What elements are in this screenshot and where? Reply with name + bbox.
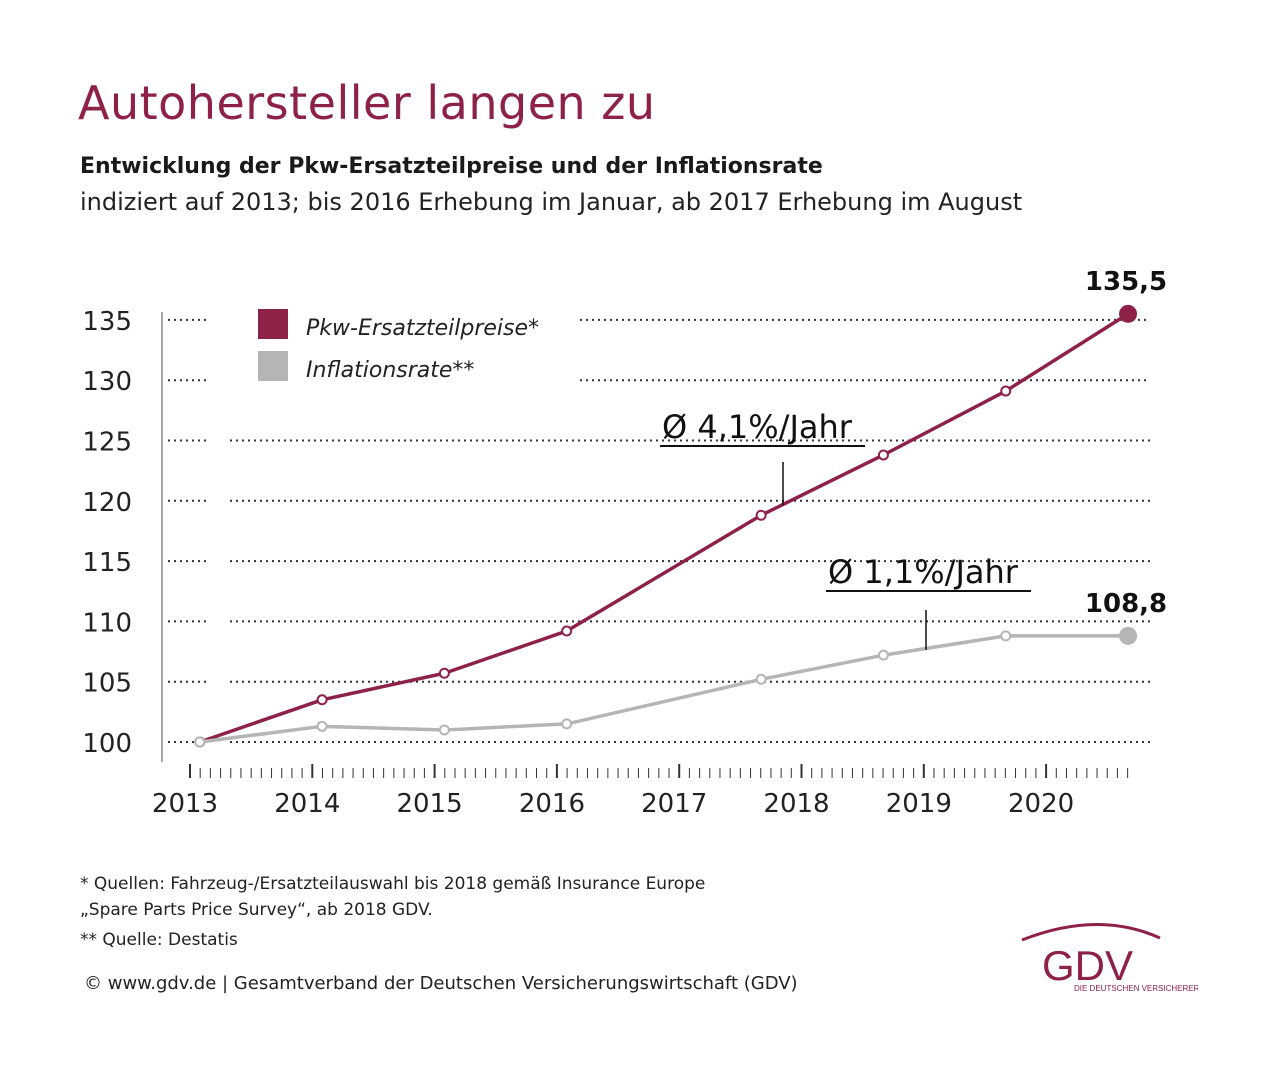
data-point: [194, 736, 206, 748]
logo-tagline: DIE DEUTSCHEN VERSICHERER: [1074, 984, 1198, 993]
footnote-source-2: „Spare Parts Price Survey“, ab 2018 GDV.: [80, 900, 433, 920]
x-tick-label: 2017: [641, 789, 707, 819]
data-point: [561, 625, 573, 637]
series-line: [199, 634, 1129, 744]
data-point: [561, 718, 573, 730]
footnote-source-3: ** Quelle: Destatis: [80, 930, 238, 950]
data-point: [316, 720, 328, 732]
x-tick-label: 2019: [886, 789, 952, 819]
data-point: [755, 673, 767, 685]
trend-annotation: Ø 4,1%/Jahr: [662, 408, 853, 446]
gdv-logo: GDV DIE DEUTSCHEN VERSICHERER: [1021, 923, 1198, 993]
x-tick-label: 2016: [519, 789, 585, 819]
x-tick-label: 2018: [763, 789, 829, 819]
end-value-label: 135,5: [1085, 267, 1167, 297]
legend-swatch: [258, 351, 288, 381]
legend-swatch: [258, 309, 288, 339]
data-point-end: [1119, 626, 1138, 645]
data-point: [438, 667, 450, 679]
chart-title: Autohersteller langen zu: [78, 76, 656, 130]
copyright: © www.gdv.de | Gesamtverband der Deutsch…: [84, 973, 798, 994]
series-line: [199, 312, 1129, 744]
data-point: [877, 449, 889, 461]
legend-label: Pkw-Ersatzteilpreise*: [306, 316, 539, 341]
data-point: [1000, 630, 1012, 642]
y-tick-label: 120: [82, 488, 132, 518]
y-tick-label: 135: [82, 307, 132, 337]
chart-subtitle: Entwicklung der Pkw-Ersatzteilpreise und…: [80, 154, 823, 179]
logo-text: GDV: [1042, 942, 1133, 989]
y-tick-label: 105: [82, 669, 132, 699]
data-point: [438, 724, 450, 736]
legend-label: Inflationsrate**: [306, 358, 474, 383]
x-tick-label: 2015: [397, 789, 463, 819]
data-point: [755, 509, 767, 521]
x-tick-label: 2014: [274, 789, 340, 819]
logo-arc: [1021, 923, 1161, 942]
y-tick-label: 110: [82, 608, 132, 638]
data-point: [1000, 385, 1012, 397]
data-point: [316, 694, 328, 706]
chart-subnote: indiziert auf 2013; bis 2016 Erhebung im…: [80, 188, 1023, 216]
end-value-label: 108,8: [1085, 589, 1167, 619]
trend-annotation: Ø 1,1%/Jahr: [828, 553, 1019, 591]
data-point-end: [1119, 304, 1138, 323]
y-tick-label: 115: [82, 548, 132, 578]
y-tick-label: 130: [82, 367, 132, 397]
data-point: [877, 649, 889, 661]
y-tick-label: 100: [82, 729, 132, 759]
footnote-source-1: * Quellen: Fahrzeug-/Ersatzteilauswahl b…: [80, 874, 706, 894]
x-tick-label: 2020: [1008, 789, 1074, 819]
y-tick-label: 125: [82, 428, 132, 458]
x-tick-label: 2013: [152, 789, 218, 819]
